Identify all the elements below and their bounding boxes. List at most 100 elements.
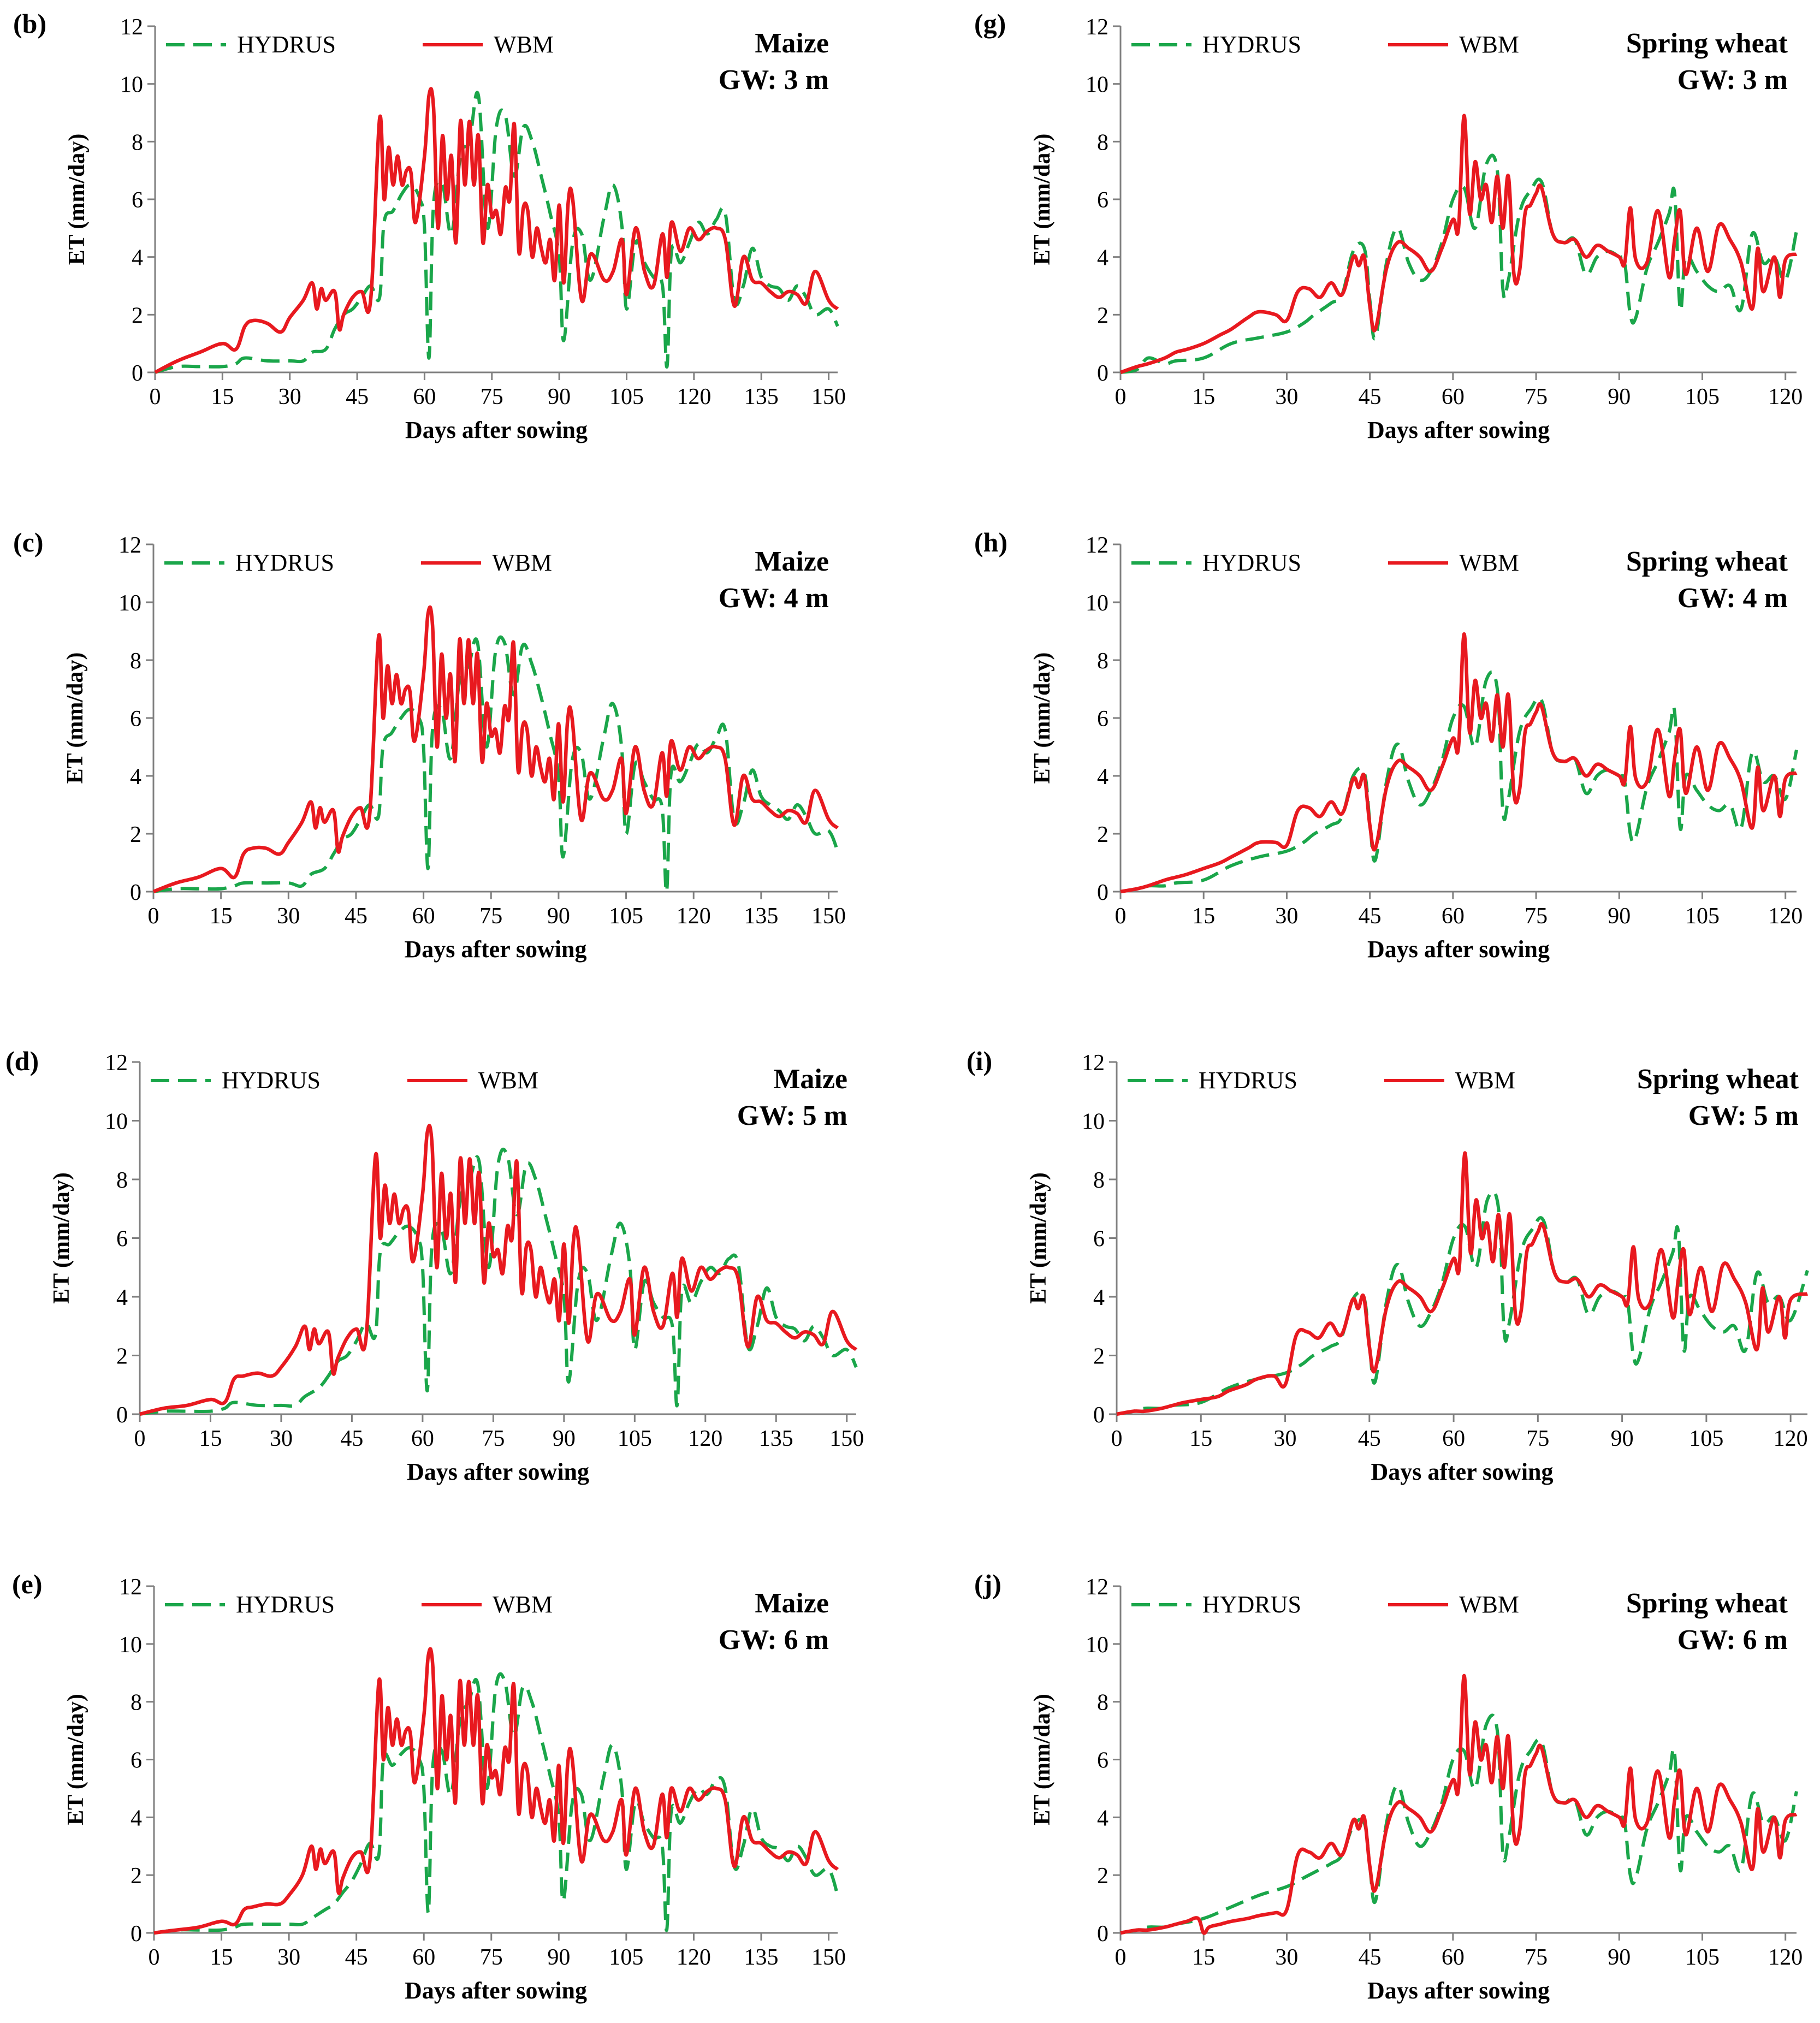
x-tick-label: 120 <box>677 384 711 410</box>
x-tick-label: 150 <box>829 1426 864 1451</box>
groundwater-depth-label: GW: 4 m <box>719 583 829 614</box>
legend-label-hydrus: HYDRUS <box>1202 549 1301 576</box>
x-tick-label: 0 <box>1115 1945 1127 1970</box>
x-tick-label: 105 <box>609 384 644 410</box>
x-tick-label: 15 <box>1192 904 1215 929</box>
panel-label: (g) <box>974 8 1006 39</box>
x-tick-label: 120 <box>1768 1945 1803 1970</box>
x-axis-title: Days after sowing <box>1367 936 1550 963</box>
x-tick-label: 105 <box>1685 384 1720 410</box>
x-tick-label: 0 <box>134 1426 146 1451</box>
x-tick-label: 90 <box>1608 384 1631 410</box>
legend-label-wbm: WBM <box>478 1067 538 1094</box>
legend-label-hydrus: HYDRUS <box>237 31 336 58</box>
series-line-hydrus <box>153 635 839 894</box>
legend-label-wbm: WBM <box>1455 1067 1515 1094</box>
x-tick-label: 45 <box>346 384 369 410</box>
x-tick-label: 45 <box>345 1945 368 1970</box>
x-tick-label: 15 <box>1189 1426 1212 1451</box>
y-tick-label: 2 <box>131 1864 142 1889</box>
x-tick-label: 150 <box>811 1945 846 1970</box>
y-axis-title: ET (mm/day) <box>63 1694 88 1825</box>
y-tick-label: 8 <box>1093 1168 1105 1193</box>
x-tick-label: 0 <box>1111 1426 1123 1451</box>
y-tick-label: 0 <box>1097 361 1108 386</box>
x-tick-label: 15 <box>211 384 234 410</box>
y-tick-label: 4 <box>1097 1806 1108 1831</box>
series-line-hydrus <box>153 1672 839 1935</box>
panel-label: (d) <box>5 1046 39 1076</box>
x-axis-title: Days after sowing <box>404 936 586 963</box>
y-axis-title: ET (mm/day) <box>63 652 88 784</box>
y-tick-label: 12 <box>1082 1051 1105 1076</box>
series-line-hydrus <box>155 91 839 374</box>
y-tick-label: 6 <box>132 188 143 213</box>
x-tick-label: 0 <box>1115 904 1127 929</box>
legend-label-hydrus: HYDRUS <box>1202 31 1301 58</box>
x-tick-label: 15 <box>1192 384 1215 410</box>
series-line-wbm <box>1119 114 1798 375</box>
y-tick-label: 10 <box>120 73 143 98</box>
y-tick-label: 10 <box>1086 73 1108 98</box>
x-tick-label: 15 <box>210 1945 233 1970</box>
x-tick-label: 135 <box>744 1945 778 1970</box>
y-tick-label: 2 <box>132 303 143 328</box>
x-tick-label: 75 <box>479 904 502 929</box>
panel-label: (b) <box>13 8 46 39</box>
x-tick-label: 0 <box>150 384 161 410</box>
y-tick-label: 8 <box>131 1690 142 1716</box>
x-tick-label: 75 <box>1526 1426 1549 1451</box>
x-axis-title: Days after sowing <box>1371 1458 1553 1485</box>
y-tick-label: 0 <box>1097 880 1108 905</box>
x-tick-label: 105 <box>609 904 643 929</box>
crop-label: Maize <box>755 28 829 59</box>
x-tick-label: 45 <box>1359 1945 1382 1970</box>
y-tick-label: 6 <box>1097 188 1108 213</box>
legend-label-hydrus: HYDRUS <box>1202 1591 1301 1618</box>
y-axis-title: ET (mm/day) <box>49 1172 74 1304</box>
panel-label: (c) <box>13 527 44 557</box>
legend-label-wbm: WBM <box>493 1591 553 1618</box>
x-tick-label: 90 <box>1608 904 1631 929</box>
x-tick-label: 90 <box>1608 1945 1631 1970</box>
x-tick-label: 60 <box>412 904 435 929</box>
y-tick-label: 0 <box>131 1921 142 1947</box>
groundwater-depth-label: GW: 5 m <box>737 1100 847 1131</box>
y-axis-title: ET (mm/day) <box>64 134 90 265</box>
series-line-wbm <box>153 1647 839 1935</box>
legend-label-wbm: WBM <box>1459 549 1519 576</box>
y-tick-label: 0 <box>132 361 143 386</box>
x-tick-label: 120 <box>677 904 711 929</box>
x-tick-label: 150 <box>811 904 846 929</box>
x-tick-label: 30 <box>1275 384 1298 410</box>
y-axis-title: ET (mm/day) <box>1030 134 1055 265</box>
groundwater-depth-label: GW: 6 m <box>719 1624 829 1656</box>
x-tick-label: 30 <box>270 1426 293 1451</box>
legend-label-hydrus: HYDRUS <box>235 549 334 576</box>
groundwater-depth-label: GW: 3 m <box>1677 64 1788 96</box>
x-tick-label: 120 <box>1774 1426 1808 1451</box>
series-line-hydrus <box>1120 670 1798 893</box>
legend-label-wbm: WBM <box>494 31 554 58</box>
panel-label: (j) <box>974 1569 1001 1599</box>
panel-label: (e) <box>12 1569 43 1599</box>
x-tick-label: 75 <box>1525 1945 1548 1970</box>
y-tick-label: 2 <box>1097 303 1108 328</box>
y-tick-label: 12 <box>1086 1575 1108 1600</box>
legend-label-hydrus: HYDRUS <box>1199 1067 1297 1094</box>
x-tick-label: 15 <box>199 1426 222 1451</box>
series-line-hydrus <box>1116 1190 1809 1416</box>
y-tick-label: 4 <box>131 1806 142 1831</box>
y-tick-label: 2 <box>1097 1864 1108 1889</box>
legend-label-wbm: WBM <box>1459 1591 1519 1618</box>
x-tick-label: 105 <box>618 1426 652 1451</box>
x-tick-label: 30 <box>1275 904 1298 929</box>
x-tick-label: 60 <box>1442 904 1465 929</box>
y-tick-label: 8 <box>1097 130 1108 155</box>
x-tick-label: 75 <box>482 1426 505 1451</box>
